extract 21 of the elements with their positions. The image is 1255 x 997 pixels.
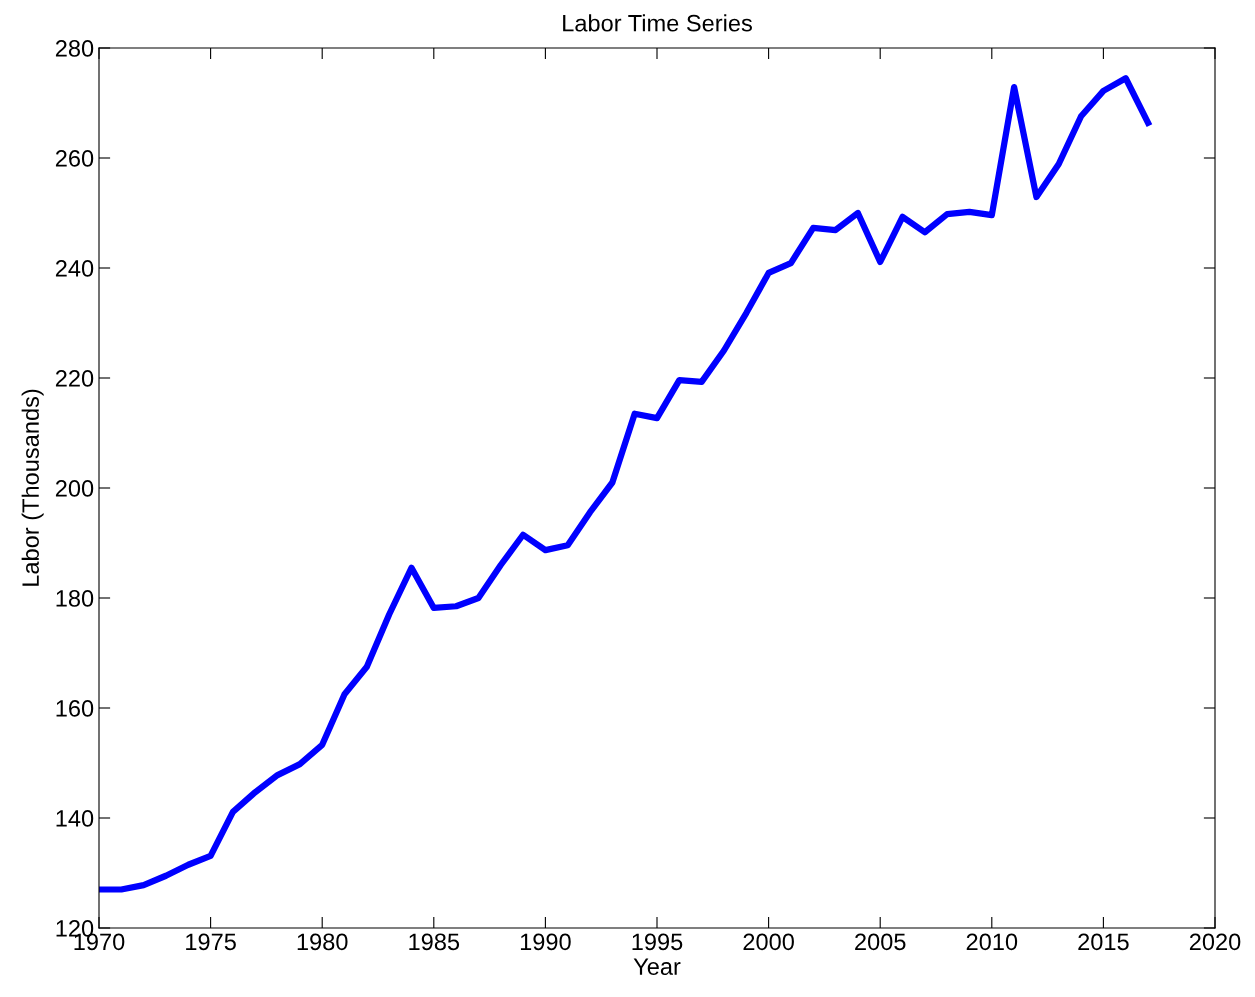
- x-tick-label: 2005: [855, 933, 906, 951]
- y-tick-label: 160: [56, 700, 94, 717]
- x-tick-label: 1975: [186, 933, 236, 951]
- x-tick-label: 2010: [966, 933, 1018, 951]
- x-tick-label: 2020: [1189, 933, 1241, 951]
- x-axis-title: Year: [633, 958, 681, 975]
- y-tick-label: 180: [56, 590, 94, 607]
- x-tick-label: 1985: [409, 933, 460, 951]
- x-tick-label: 1980: [297, 933, 348, 951]
- y-tick-label: 260: [55, 150, 94, 167]
- y-tick-label: 140: [56, 810, 94, 827]
- x-tick-label: 2015: [1078, 933, 1129, 951]
- y-tick-label: 240: [55, 260, 94, 277]
- y-axis-title: Labor (Thousands): [21, 389, 44, 586]
- x-tick-label: 2000: [743, 933, 794, 951]
- x-tick-label: 1995: [632, 933, 683, 951]
- x-tick-label: 1990: [520, 933, 571, 951]
- y-tick-label: 280: [55, 40, 94, 57]
- y-tick-label: 220: [55, 370, 94, 387]
- y-tick-label: 200: [55, 480, 94, 497]
- chart-title: Labor Time Series: [563, 14, 752, 32]
